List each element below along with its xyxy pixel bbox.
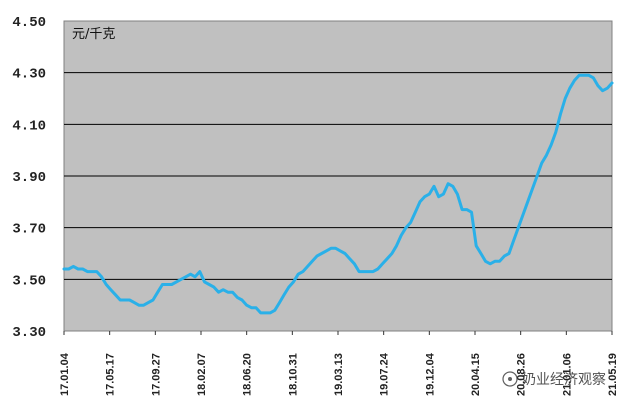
y-tick-label: 3.90 (12, 170, 46, 186)
x-tick-label: 18.06.20 (242, 353, 254, 396)
x-tick-label: 21.01.06 (561, 353, 573, 396)
x-axis-ticks: 17.01.04 17.05.17 17.09.27 18.02.07 18.06.20… (59, 331, 619, 396)
y-tick-label: 3.30 (12, 325, 46, 341)
watermark: 奶业经济观察 (502, 371, 606, 388)
watermark-text: 奶业经济观察 (522, 371, 606, 388)
y-tick-label: 4.50 (12, 15, 46, 31)
x-tick-label: 18.10.31 (287, 353, 299, 396)
y-tick-label: 4.10 (12, 118, 46, 134)
x-tick-label: 20.04.15 (470, 353, 482, 396)
y-tick-label: 3.50 (12, 273, 46, 289)
watermark-icon-dot (508, 377, 512, 381)
unit-label: 元/千克 (72, 27, 115, 42)
x-tick-label: 19.12.04 (424, 352, 436, 396)
x-tick-label: 18.02.07 (196, 353, 208, 396)
y-tick-label: 4.30 (12, 67, 46, 83)
x-tick-label: 20.08.26 (516, 353, 528, 396)
x-tick-label: 21.05.19 (607, 353, 619, 396)
y-axis-ticks: 3.30 3.50 3.70 3.90 4.10 4.30 4.50 (12, 15, 46, 341)
x-tick-label: 19.03.13 (333, 353, 345, 396)
watermark-icon (502, 371, 518, 387)
x-tick-label: 17.05.17 (105, 353, 117, 396)
x-tick-label: 17.01.04 (59, 352, 71, 396)
y-tick-label: 3.70 (12, 222, 46, 238)
x-tick-label: 19.07.24 (379, 352, 391, 396)
x-tick-label: 17.09.27 (150, 353, 162, 396)
series-layer (62, 73, 614, 315)
series-line-0 (62, 73, 614, 315)
gridlines (64, 72, 612, 280)
